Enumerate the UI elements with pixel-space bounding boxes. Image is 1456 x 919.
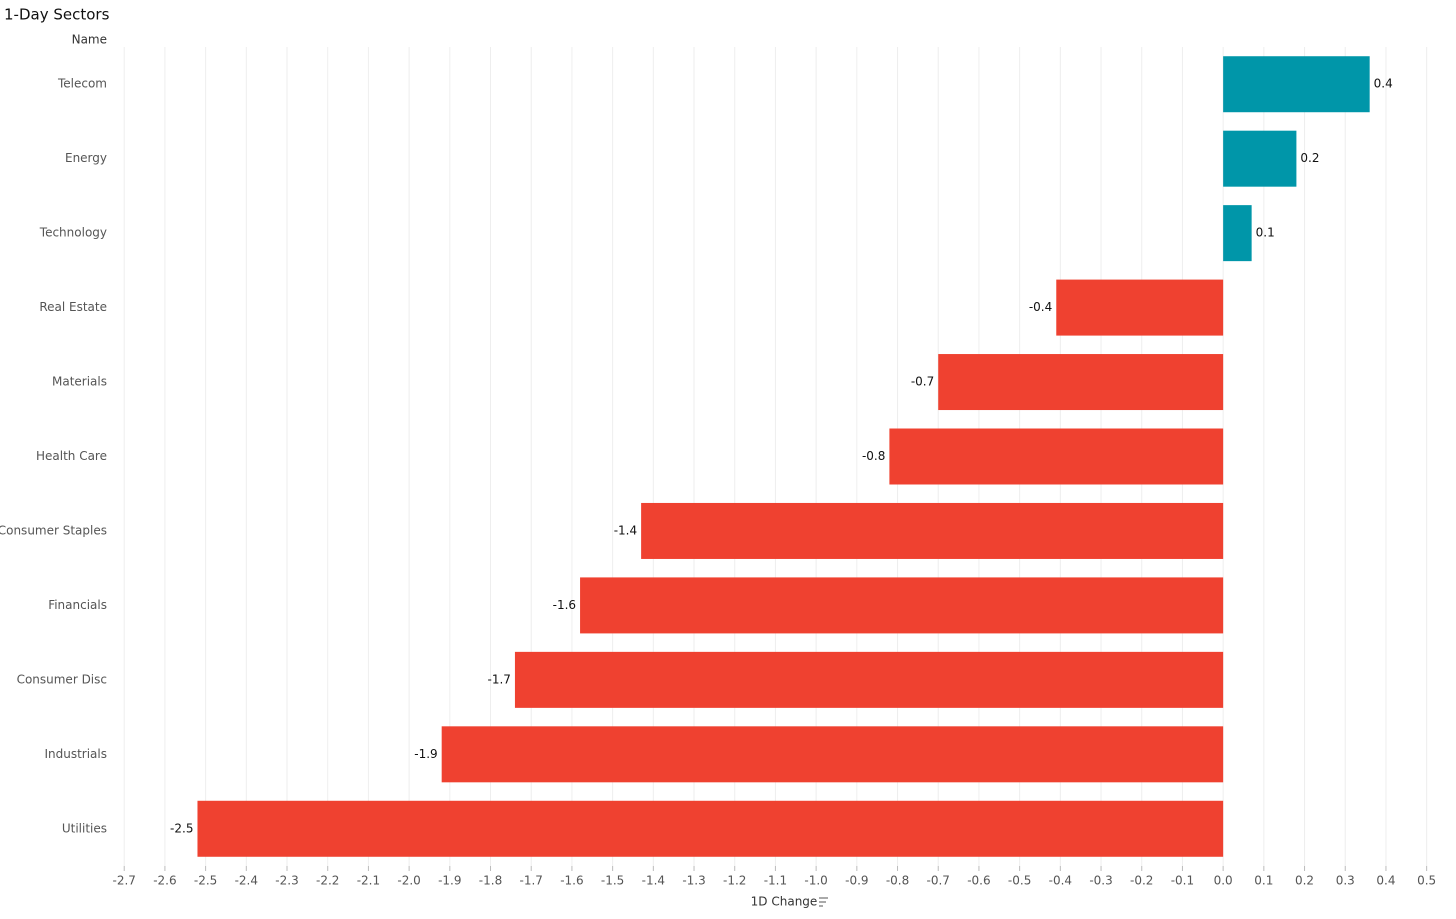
value-label: -1.9 xyxy=(414,747,437,761)
x-tick-label: -1.5 xyxy=(601,874,624,888)
bar xyxy=(514,651,1224,708)
value-label: -1.6 xyxy=(553,598,576,612)
x-tick-label: 0.0 xyxy=(1214,874,1233,888)
x-tick-label: -0.8 xyxy=(886,874,909,888)
x-tick-label: -1.3 xyxy=(682,874,705,888)
category-label: Industrials xyxy=(44,747,107,761)
x-tick-label: -0.9 xyxy=(845,874,868,888)
bar xyxy=(197,800,1224,857)
x-tick-label: -0.5 xyxy=(1008,874,1031,888)
value-label: -0.8 xyxy=(862,449,885,463)
category-label: Telecom xyxy=(57,77,107,91)
x-axis-title: 1D Change xyxy=(751,895,818,909)
x-tick-label: -1.0 xyxy=(804,874,827,888)
x-tick-label: -2.2 xyxy=(316,874,339,888)
value-label: -1.4 xyxy=(614,523,637,537)
category-label: Energy xyxy=(65,151,107,165)
category-label: Materials xyxy=(52,375,107,389)
category-label: Consumer Disc xyxy=(17,672,107,686)
x-tick-label: -0.1 xyxy=(1171,874,1194,888)
x-tick-label: 0.3 xyxy=(1336,874,1355,888)
value-label: -1.7 xyxy=(488,672,511,686)
x-tick-label: -2.6 xyxy=(153,874,176,888)
x-tick-label: -1.9 xyxy=(438,874,461,888)
category-label: Utilities xyxy=(62,821,107,835)
category-label: Real Estate xyxy=(39,300,107,314)
bar xyxy=(938,354,1224,411)
x-tick-label: -1.8 xyxy=(479,874,502,888)
x-tick-label: -2.3 xyxy=(275,874,298,888)
bar xyxy=(889,428,1224,485)
value-label: -0.4 xyxy=(1029,300,1052,314)
x-tick-label: -1.7 xyxy=(520,874,543,888)
value-label: -2.5 xyxy=(170,821,193,835)
bar xyxy=(641,502,1224,559)
x-tick-label: -1.2 xyxy=(723,874,746,888)
value-label: 0.4 xyxy=(1374,77,1393,91)
x-tick-label: -0.4 xyxy=(1049,874,1072,888)
x-tick-label: -0.6 xyxy=(967,874,990,888)
bar xyxy=(1223,56,1370,113)
value-label: -0.7 xyxy=(911,375,934,389)
x-tick-label: -2.7 xyxy=(112,874,135,888)
x-tick-label: 0.2 xyxy=(1295,874,1314,888)
x-tick-label: -2.1 xyxy=(357,874,380,888)
chart-title: 1-Day Sectors xyxy=(4,6,110,24)
x-tick-label: -2.5 xyxy=(194,874,217,888)
x-tick-label: 0.4 xyxy=(1376,874,1395,888)
category-label: Technology xyxy=(39,226,107,240)
x-tick-label: 0.1 xyxy=(1254,874,1273,888)
x-tick-label: -1.4 xyxy=(642,874,665,888)
x-tick-label: -1.1 xyxy=(764,874,787,888)
x-tick-label: -0.3 xyxy=(1089,874,1112,888)
category-label: Consumer Staples xyxy=(0,523,107,537)
x-tick-label: -1.6 xyxy=(560,874,583,888)
category-label: Financials xyxy=(48,598,107,612)
bar xyxy=(1223,130,1297,187)
bar xyxy=(580,577,1224,634)
x-tick-label: -2.4 xyxy=(235,874,258,888)
bar xyxy=(1223,205,1252,262)
sort-icon[interactable] xyxy=(819,897,828,907)
x-tick-label: -0.2 xyxy=(1130,874,1153,888)
bar xyxy=(1056,279,1224,336)
bar xyxy=(441,726,1224,783)
x-tick-label: 0.5 xyxy=(1417,874,1436,888)
x-tick-label: -0.7 xyxy=(927,874,950,888)
x-tick-label: -2.0 xyxy=(397,874,420,888)
value-label: 0.1 xyxy=(1256,226,1275,240)
category-axis-title: Name xyxy=(72,33,107,47)
value-label: 0.2 xyxy=(1300,151,1319,165)
category-label: Health Care xyxy=(36,449,107,463)
